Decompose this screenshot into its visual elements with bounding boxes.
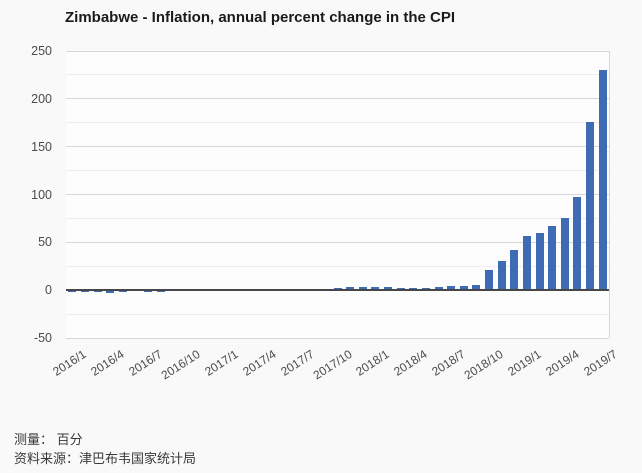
measure-label: 测量： 百分 [14,432,83,447]
x-tick-label: 2018/7 [429,347,468,379]
y-tick-label: 150 [31,139,52,154]
x-tick-label: 2016/4 [88,347,127,379]
gridline-minor [66,170,609,172]
plot-area [66,50,610,339]
x-tick-label: 2016/7 [126,347,165,379]
bar-2016/2 [80,290,89,293]
gridline-major [66,146,609,148]
bar-2016/1 [68,290,77,293]
bar-2018/3 [396,287,405,291]
zero-axis-line [66,289,609,292]
bar-2018/5 [421,287,430,291]
gridline-major [66,194,609,195]
bar-2019/1 [522,235,531,291]
bar-2019/4 [560,217,569,291]
gridline-major [66,50,609,52]
gridline-minor [66,265,609,267]
x-tick-label: 2018/10 [461,347,506,383]
gridline-minor [66,217,609,219]
bar-2019/3 [548,226,557,291]
x-tick-label: 2018/1 [353,347,393,379]
chart-title: Zimbabwe - Inflation, annual percent cha… [65,9,456,26]
bar-2018/8 [459,285,468,291]
x-tick-label: 2018/4 [391,347,430,379]
x-tick-label: 2017/1 [202,347,241,379]
y-tick-label: 0 [45,283,52,298]
gridline-major [66,241,609,243]
bar-2018/11 [497,260,506,291]
bar-2018/2 [384,287,392,291]
bar-2016/3 [93,290,102,293]
gridline-minor [66,74,609,76]
bar-2018/10 [485,270,494,291]
bar-2019/7 [598,69,607,291]
y-tick-label: 50 [38,235,52,250]
gridline-major [66,337,609,339]
bar-2019/2 [535,233,544,291]
gridline-minor [66,122,609,124]
x-tick-label: 2017/4 [239,347,279,379]
y-axis: 250 200 150 100 50 0 -50 [8,44,52,345]
y-tick-label: 200 [31,91,52,106]
y-tick-label: 250 [31,44,52,58]
source-label: 资料来源：津巴布韦国家统计局 [14,451,197,466]
bar-2018/12 [510,249,519,291]
x-tick-label: 2017/7 [277,347,317,379]
y-tick-label: 100 [31,187,52,202]
bar-2017/10 [333,288,342,291]
bar-2017/11 [346,287,355,291]
x-tick-label: 2019/4 [543,347,582,379]
gridline-minor [66,313,609,315]
bar-2018/4 [409,287,418,291]
y-tick-label: -50 [33,331,52,345]
gridline-major [66,98,609,100]
x-tick-label: 2019/7 [580,347,620,379]
x-tick-label: 2019/1 [505,347,544,379]
bar-2019/6 [586,122,595,291]
bar-2019/5 [573,196,582,291]
bar-2018/1 [371,286,380,291]
x-tick-label: 2016/10 [158,347,203,383]
bar-2018/7 [447,286,456,291]
x-tick-label: 2016/1 [50,347,89,379]
bar-2017/12 [358,286,367,291]
bar-2018/6 [434,287,443,291]
x-tick-label: 2017/10 [310,347,355,383]
x-axis: 2016/1 2016/4 2016/7 2016/10 2017/1 2017/4 201… [51,338,620,400]
bar-2018/9 [472,285,481,291]
bar-2016/4 [106,290,115,293]
